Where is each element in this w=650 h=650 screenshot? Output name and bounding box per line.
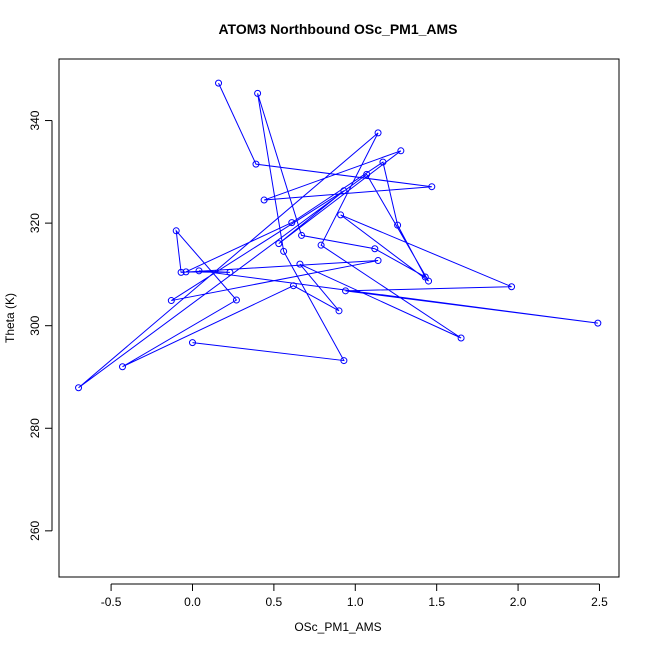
data-point [340, 357, 348, 365]
data-point [288, 219, 296, 227]
data-point [215, 79, 223, 87]
data-point [374, 257, 382, 265]
data-point [428, 183, 436, 191]
x-axis-label: OSc_PM1_AMS [294, 620, 381, 634]
data-point [340, 187, 348, 195]
chart-title: ATOM3 Northbound OSc_PM1_AMS [218, 21, 457, 37]
data-point [260, 196, 268, 204]
y-tick-label: 260 [28, 521, 42, 541]
x-tick-label: 1.5 [428, 595, 445, 609]
data-point [342, 287, 350, 295]
x-tick-label: 2.0 [510, 595, 527, 609]
data-point [457, 334, 465, 342]
data-point [195, 267, 203, 275]
y-tick-label: 300 [28, 315, 42, 335]
series-layer [75, 79, 602, 392]
data-point [594, 319, 602, 327]
data-point [296, 260, 304, 268]
data-point [280, 247, 288, 255]
y-tick-label: 320 [28, 213, 42, 233]
y-axis-label: Theta (K) [3, 293, 17, 343]
x-tick-label: 0.0 [184, 595, 201, 609]
data-point [118, 363, 126, 371]
y-axis: 260 280 300 320 340 [28, 110, 53, 541]
data-point [289, 282, 297, 290]
data-point [226, 268, 234, 276]
data-point [421, 273, 429, 281]
data-point [188, 339, 196, 347]
x-axis: -0.5 0.0 0.5 1.0 1.5 2.0 2.5 [101, 583, 608, 609]
data-point [252, 160, 260, 168]
data-point [379, 158, 387, 166]
data-point [397, 147, 405, 155]
data-point [177, 268, 185, 276]
data-point [232, 296, 240, 304]
data-point [363, 170, 371, 178]
data-point [182, 268, 190, 276]
data-point [254, 89, 262, 97]
x-tick-label: 0.5 [266, 595, 283, 609]
y-tick-label: 280 [28, 418, 42, 438]
data-point [298, 231, 306, 239]
x-tick-label: 2.5 [591, 595, 608, 609]
data-point [317, 241, 325, 249]
x-tick-label: 1.0 [347, 595, 364, 609]
data-point [394, 221, 402, 229]
series-line [78, 82, 598, 389]
x-tick-label: -0.5 [101, 595, 122, 609]
data-point [75, 384, 83, 392]
data-point [275, 240, 283, 248]
data-point [172, 227, 180, 235]
data-point [167, 297, 175, 305]
data-point [335, 307, 343, 315]
data-point [337, 211, 345, 219]
data-point [371, 245, 379, 253]
data-point [374, 129, 382, 137]
plot-frame [58, 58, 620, 578]
data-point [508, 283, 516, 291]
y-tick-label: 340 [28, 110, 42, 130]
